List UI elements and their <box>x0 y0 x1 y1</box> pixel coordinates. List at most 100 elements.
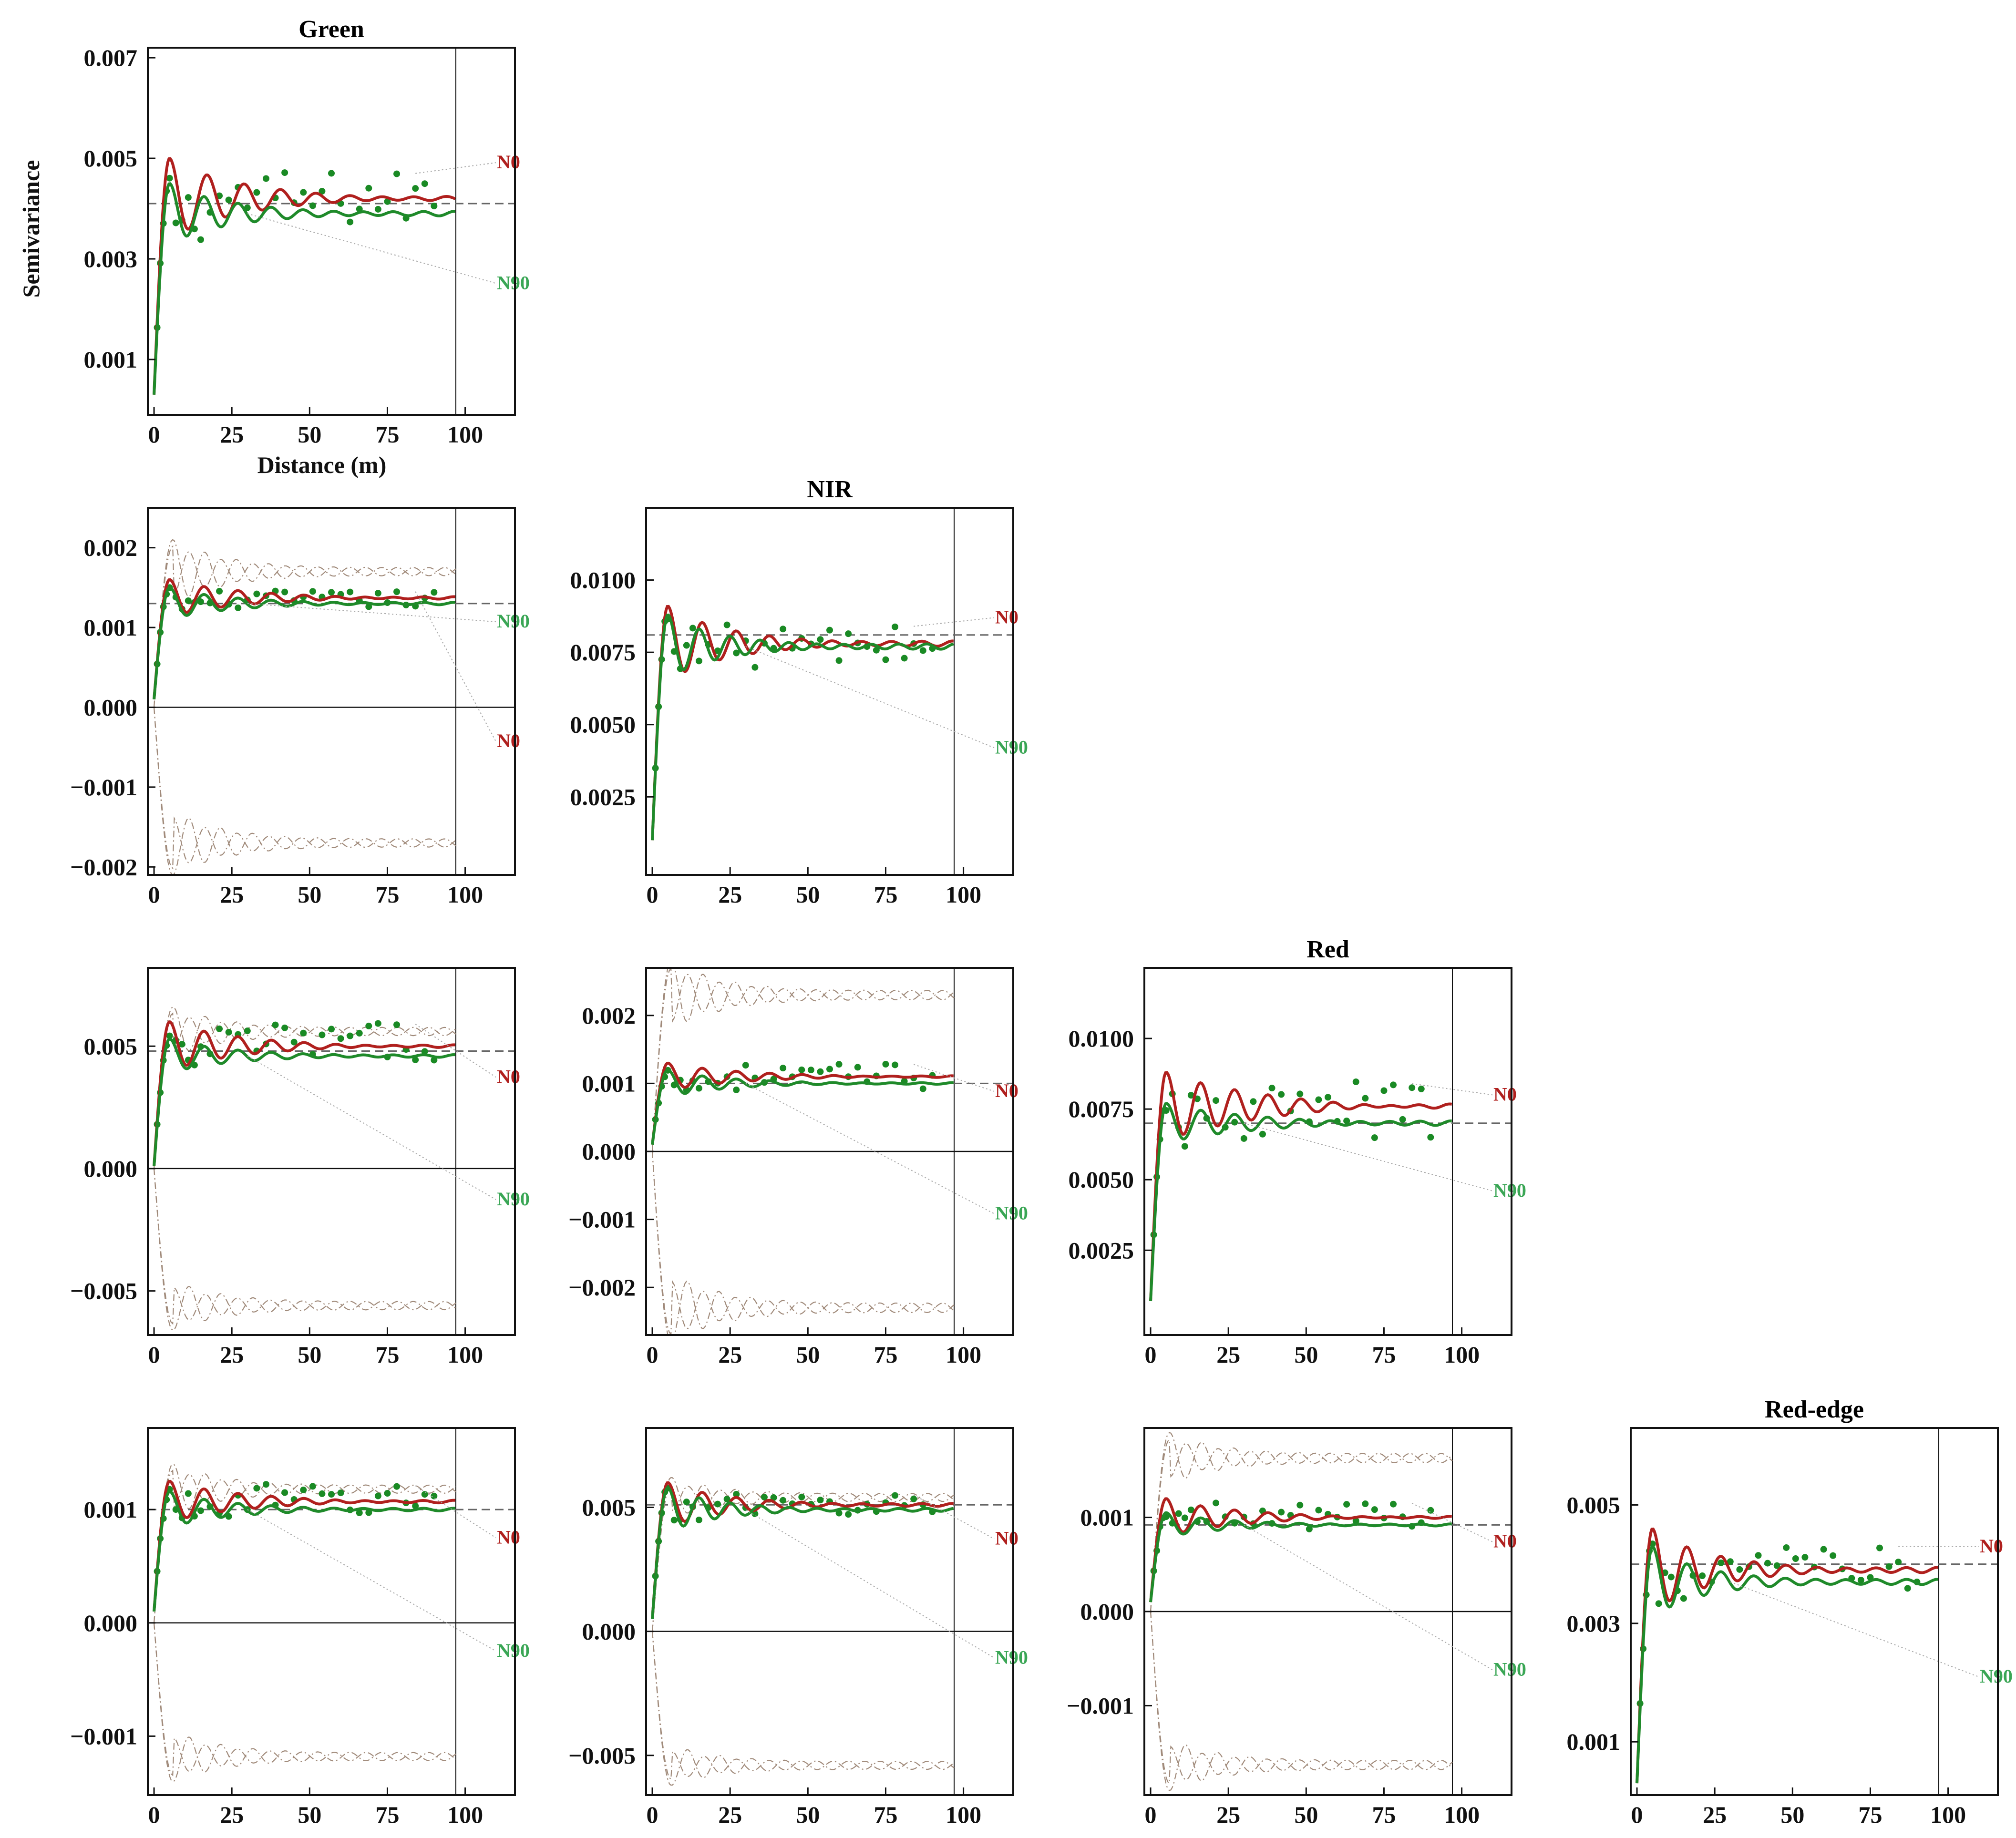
y-tick-label: 0.001 <box>582 1070 636 1097</box>
x-tick-label: 0 <box>148 421 160 448</box>
data-point <box>1680 1595 1687 1602</box>
data-point <box>733 649 740 657</box>
series-label-n90: N90 <box>1493 1180 1526 1201</box>
data-point <box>356 1509 363 1516</box>
data-point <box>845 630 852 637</box>
data-point <box>225 196 232 204</box>
data-point <box>365 603 372 610</box>
data-point <box>309 1483 316 1490</box>
data-point <box>733 1490 740 1498</box>
data-point <box>328 589 335 596</box>
data-point <box>393 170 401 177</box>
data-point <box>1187 1092 1194 1099</box>
plot-area <box>1144 968 1512 1335</box>
y-tick-label: 0.0100 <box>1069 1025 1134 1052</box>
data-point <box>1876 1544 1883 1551</box>
leader-line-n0 <box>415 1485 496 1539</box>
plot-area <box>1631 1428 1998 1795</box>
series-label-n0: N0 <box>497 730 520 751</box>
data-point <box>695 1085 702 1092</box>
data-point <box>854 1064 861 1071</box>
data-point <box>197 1507 204 1514</box>
data-point <box>309 588 316 595</box>
x-tick-label: 75 <box>375 1341 399 1368</box>
data-point <box>892 623 899 630</box>
series-label-n90: N90 <box>995 1202 1028 1224</box>
data-point <box>337 1035 344 1042</box>
data-point <box>670 1517 678 1524</box>
panel-nir-red: N0 N90 0 25 50 75 100 −0.002 −0.001 0.000 0.001 0.0… <box>568 967 1028 1368</box>
data-point <box>1895 1559 1902 1566</box>
data-point <box>1362 1500 1369 1508</box>
data-point <box>262 1481 269 1488</box>
x-tick-label: 25 <box>220 1801 244 1828</box>
data-point <box>1390 1500 1397 1508</box>
y-tick-label: 0.005 <box>84 145 138 172</box>
data-point <box>253 189 260 196</box>
data-point <box>1240 1135 1247 1142</box>
series-line-n90 <box>651 613 954 841</box>
x-tick-label: 25 <box>220 1341 244 1368</box>
envelope-line <box>153 1012 456 1169</box>
plot-area <box>1144 1428 1512 1795</box>
data-point <box>1325 1094 1331 1101</box>
data-point <box>1699 1572 1706 1579</box>
x-tick-label: 75 <box>874 881 897 908</box>
envelope-line <box>153 1463 456 1623</box>
x-tick-label: 100 <box>1444 1801 1480 1828</box>
y-tick-label: 0.005 <box>84 1033 138 1059</box>
x-tick-label: 25 <box>1703 1801 1727 1828</box>
x-tick-label: 75 <box>375 421 399 448</box>
data-point <box>374 1492 381 1499</box>
data-point <box>910 1495 917 1502</box>
data-point <box>1268 1085 1275 1092</box>
x-tick-label: 50 <box>1294 1341 1318 1368</box>
data-point <box>347 1032 354 1039</box>
data-point <box>761 1494 768 1501</box>
y-tick-label: −0.001 <box>70 774 137 801</box>
data-point <box>290 1038 298 1046</box>
envelope-line <box>651 1151 955 1335</box>
data-point <box>919 647 926 654</box>
data-point <box>300 189 307 196</box>
data-point <box>1213 1499 1220 1507</box>
data-point <box>178 1041 185 1048</box>
y-tick-label: −0.002 <box>70 853 137 880</box>
series-label-n0: N0 <box>995 1080 1018 1101</box>
series-line-n90 <box>1149 1511 1452 1602</box>
leader-line-n0 <box>415 591 496 742</box>
y-tick-label: 0.000 <box>84 694 138 720</box>
x-tick-label: 75 <box>1372 1341 1396 1368</box>
plot-area <box>148 508 515 875</box>
data-point <box>1181 1143 1188 1150</box>
data-point <box>1296 1090 1304 1098</box>
data-points <box>154 169 438 331</box>
data-point <box>1343 1117 1350 1124</box>
y-tick-label: 0.005 <box>1567 1491 1621 1518</box>
data-point <box>431 1492 438 1499</box>
data-point <box>1306 1525 1313 1532</box>
leader-line-n90 <box>745 1509 995 1659</box>
series-label-n0: N0 <box>995 606 1018 628</box>
data-point <box>319 188 326 195</box>
y-tick-label: 0.001 <box>84 614 138 641</box>
data-point <box>1352 1517 1359 1524</box>
plot-frame <box>1630 1427 1999 1796</box>
panel-green-red: N0 N90 0 25 50 75 100 −0.005 0.000 0.005 <box>70 967 530 1368</box>
leader-line-n90 <box>1730 1581 1979 1677</box>
plot-area <box>148 968 515 1335</box>
data-point <box>1231 1119 1238 1126</box>
data-point <box>328 1026 335 1033</box>
envelope-line <box>153 539 456 708</box>
x-tick-label: 50 <box>298 881 321 908</box>
data-point <box>1427 1134 1434 1141</box>
y-tick-label: 0.000 <box>1080 1598 1134 1625</box>
data-point <box>882 1061 889 1068</box>
data-point <box>714 1500 721 1508</box>
data-point <box>798 1493 805 1500</box>
data-point <box>683 1499 690 1506</box>
x-tick-label: 0 <box>647 1341 658 1368</box>
panel-green-rededge: N0 N90 0 25 50 75 100 −0.001 0.000 0.001 <box>70 1427 530 1828</box>
data-point <box>892 1492 899 1499</box>
data-point <box>337 1489 344 1497</box>
